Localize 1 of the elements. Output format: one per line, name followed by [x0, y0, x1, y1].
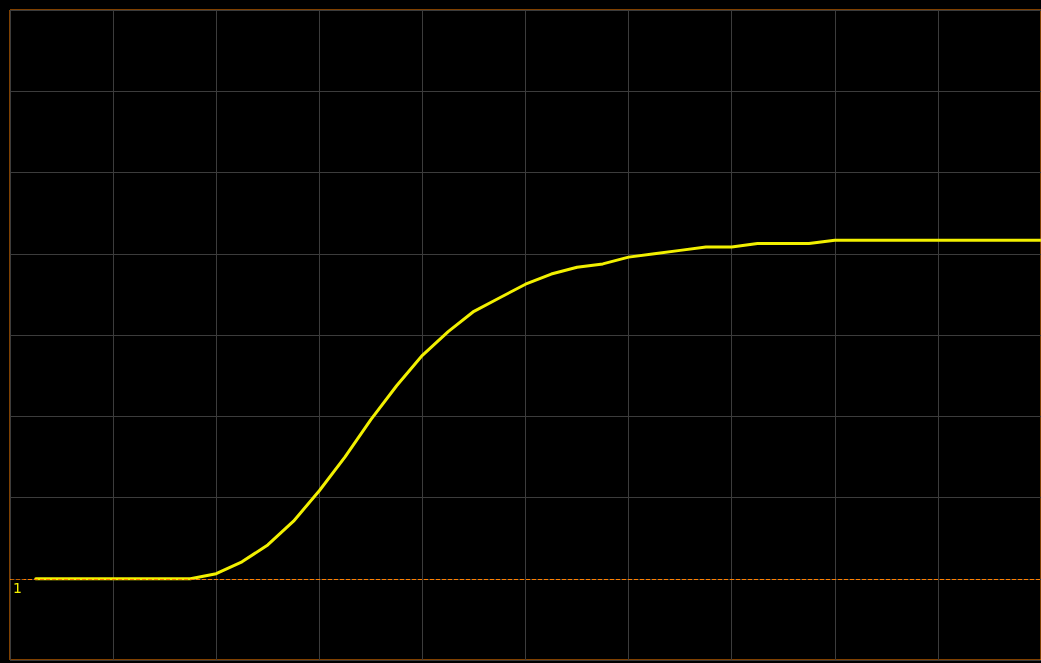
- annotation: 1: [13, 579, 22, 596]
